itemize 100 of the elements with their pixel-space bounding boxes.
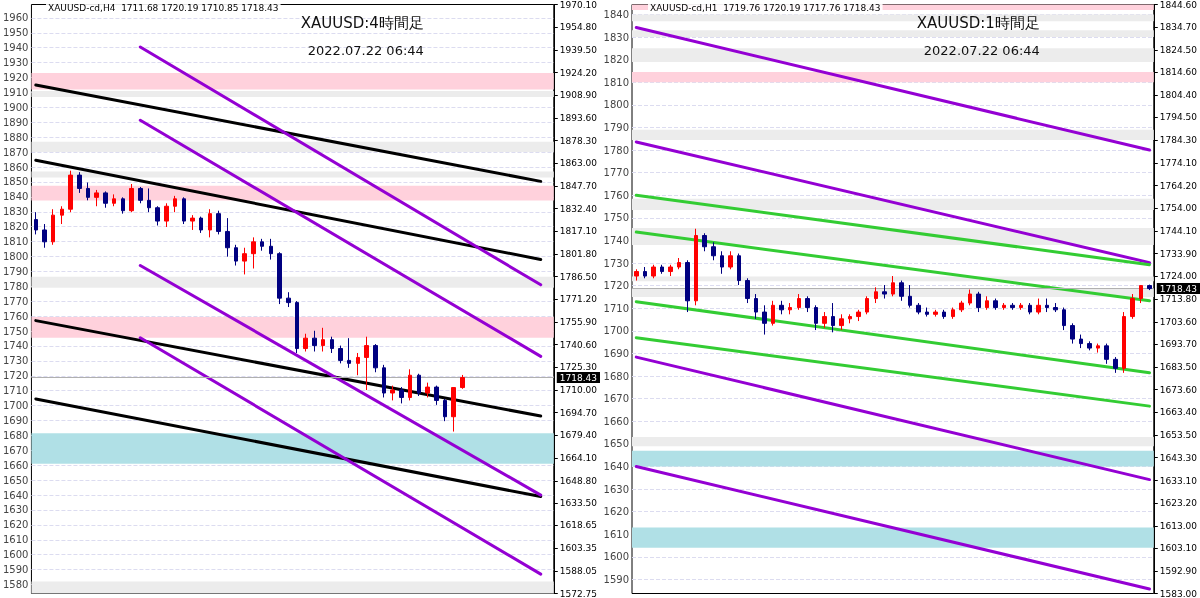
y-tick-label: 1590 [603,573,629,585]
candlestick [155,205,160,227]
y2-tick-label: 1784.30 [1159,135,1198,146]
candlestick [425,382,430,398]
y2-tick-label: 1693.70 [1159,339,1198,350]
y-tick-label: 1770 [3,295,29,307]
candlestick [942,309,946,320]
candlestick [42,223,47,249]
candlestick [702,232,707,252]
y2-tick-label: 1592.90 [1159,566,1198,577]
candlestick [1147,284,1152,291]
y-tick-label: 1790 [3,265,29,277]
y-tick-label: 1620 [603,506,629,518]
text: XAUUSD:1時間足 [916,13,1040,32]
y2-tick-label: 1713.80 [1159,294,1198,304]
y-tick-label: 1930 [3,57,29,69]
candlestick [199,216,203,234]
candlestick [856,309,861,322]
y2-tick-label: 1794.50 [1159,112,1198,123]
candlestick [303,333,308,353]
candlestick [60,205,64,225]
candlestick [720,250,724,275]
y-tick-label: 1640 [603,460,629,472]
y2-tick-label: 1603.10 [1159,543,1198,554]
candlestick [147,187,151,213]
candlestick [968,289,972,306]
candlestick [694,228,698,306]
candlestick [138,186,143,204]
candlestick [1122,311,1126,374]
candlestick [269,238,273,261]
y2-tick-label: 1623.20 [1159,497,1198,508]
candlestick [643,266,647,279]
candlestick [959,300,964,313]
y-tick-label: 1710 [603,302,629,314]
candlestick [251,236,256,269]
y-tick-label: 1800 [3,251,29,262]
y2-tick-label: 1755.90 [559,317,598,328]
y-tick-label: 1690 [603,347,629,359]
candlestick [839,313,844,331]
candlestick [891,275,895,297]
candlestick [814,304,818,331]
y-tick-label: 1800 [603,99,629,111]
text: 2022.07.22 06:44 [307,43,424,58]
y-tick-label: 1580 [3,579,29,591]
y-tick-label: 1670 [603,393,629,405]
candlestick [762,304,767,336]
y-tick-label: 1690 [3,415,29,427]
y2-tick-label: 1710.00 [559,385,598,396]
y-tick-label: 1640 [3,489,29,501]
candlestick [164,202,169,228]
candlestick [660,264,664,275]
candlestick [260,238,264,252]
candlestick [925,307,929,318]
candlestick [899,280,904,302]
y2-tick-label: 1583.00 [1159,588,1198,598]
candlestick [848,313,852,324]
candlestick [754,293,758,320]
y-tick-label: 1590 [3,564,29,576]
y2-tick-label: 1648.80 [559,475,598,486]
candlestick [277,251,282,305]
y2-tick-label: 1771.20 [559,294,598,305]
candlestick [94,189,99,207]
candlestick [1130,293,1135,320]
y2-tick-label: 1744.10 [1159,225,1198,236]
candlestick [1096,343,1100,354]
candlestick [225,217,230,258]
y-tick-label: 1840 [603,8,629,20]
candlestick [745,277,750,304]
y-tick-label: 1820 [3,221,29,233]
candlestick [1070,322,1075,345]
y2-tick-label: 1786.50 [559,271,598,282]
candlestick [190,214,195,231]
y2-tick-label: 1724.00 [1159,271,1198,282]
y2-tick-label: 1844.60 [1159,0,1198,10]
candlestick [1019,302,1023,311]
y-tick-label: 1610 [3,534,29,546]
y2-tick-label: 1673.60 [1159,384,1198,395]
candlestick [417,373,421,397]
y-tick-label: 1670 [3,444,29,456]
y2-tick-label: 1954.80 [559,22,598,33]
y2-tick-label: 1694.70 [559,407,598,418]
y-tick-label: 1830 [3,206,29,218]
y-tick-label: 1810 [603,76,629,88]
candlestick [634,268,639,282]
y-tick-label: 1880 [3,131,29,143]
y2-tick-label: 1754.00 [1159,203,1198,214]
y-tick-label: 1680 [3,429,29,441]
y2-tick-label: 1643.30 [1159,452,1198,463]
y-tick-label: 1630 [603,483,629,495]
candlestick [933,309,938,318]
y-tick-label: 1630 [3,504,29,516]
candlestick [338,345,343,364]
candlestick [1139,284,1143,304]
y2-tick-label: 1804.40 [1159,90,1198,101]
candlestick [805,295,810,313]
y2-tick-label: 1817.10 [559,226,598,237]
y2-tick-label: 1908.90 [559,90,598,101]
candlestick [121,196,125,215]
candlestick [330,336,334,354]
y-tick-label: 1920 [3,72,29,84]
